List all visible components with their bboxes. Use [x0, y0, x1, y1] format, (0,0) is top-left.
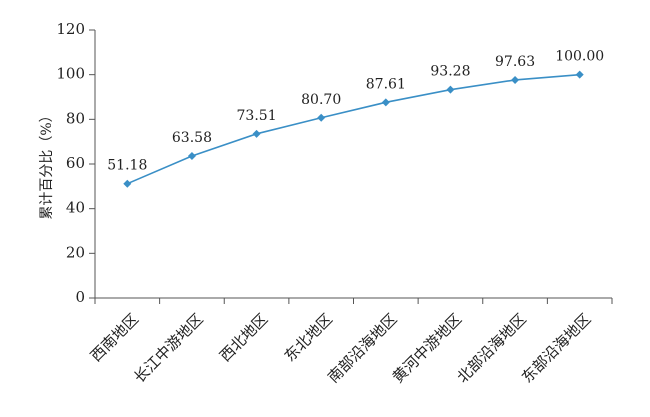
data-label: 80.70	[301, 92, 341, 108]
data-point-marker	[446, 85, 455, 94]
y-tick-label: 0	[75, 288, 85, 306]
x-category-label: 西南地区	[87, 310, 142, 365]
data-point-marker	[123, 179, 132, 188]
series-group: 51.18 63.58 73.51 80.70 87.61 93.28 97.63 100.0…	[107, 49, 604, 188]
y-tick-label: 100	[56, 65, 85, 83]
y-axis-label: 累计百分比（%）	[39, 108, 55, 219]
data-point-marker	[317, 113, 326, 122]
x-category-label: 长江中游地区	[130, 310, 206, 386]
data-label: 63.58	[172, 130, 212, 146]
series-line	[126, 73, 580, 185]
data-label: 93.28	[430, 64, 470, 80]
y-tick-label: 120	[56, 20, 85, 38]
data-label: 51.18	[107, 158, 147, 174]
x-category-label: 西北地区	[216, 310, 271, 365]
y-tick-label: 20	[66, 243, 85, 261]
data-label: 97.63	[495, 54, 535, 70]
data-point-marker	[575, 70, 584, 79]
y-tick-label: 80	[66, 109, 85, 127]
x-category-label: 东部沿海地区	[518, 310, 594, 386]
data-label: 87.61	[366, 76, 406, 92]
data-label: 73.51	[237, 108, 277, 124]
data-point-marker	[511, 75, 520, 84]
y-tick-label: 60	[66, 154, 85, 172]
data-point-marker	[187, 152, 196, 161]
y-axis: 0 20 40 60 80 100 120	[56, 20, 96, 306]
data-point-marker	[252, 129, 261, 138]
data-point-marker	[381, 98, 390, 107]
y-tick-label: 40	[66, 199, 85, 217]
data-label: 100.00	[555, 49, 604, 65]
x-category-label: 东北地区	[281, 310, 336, 365]
